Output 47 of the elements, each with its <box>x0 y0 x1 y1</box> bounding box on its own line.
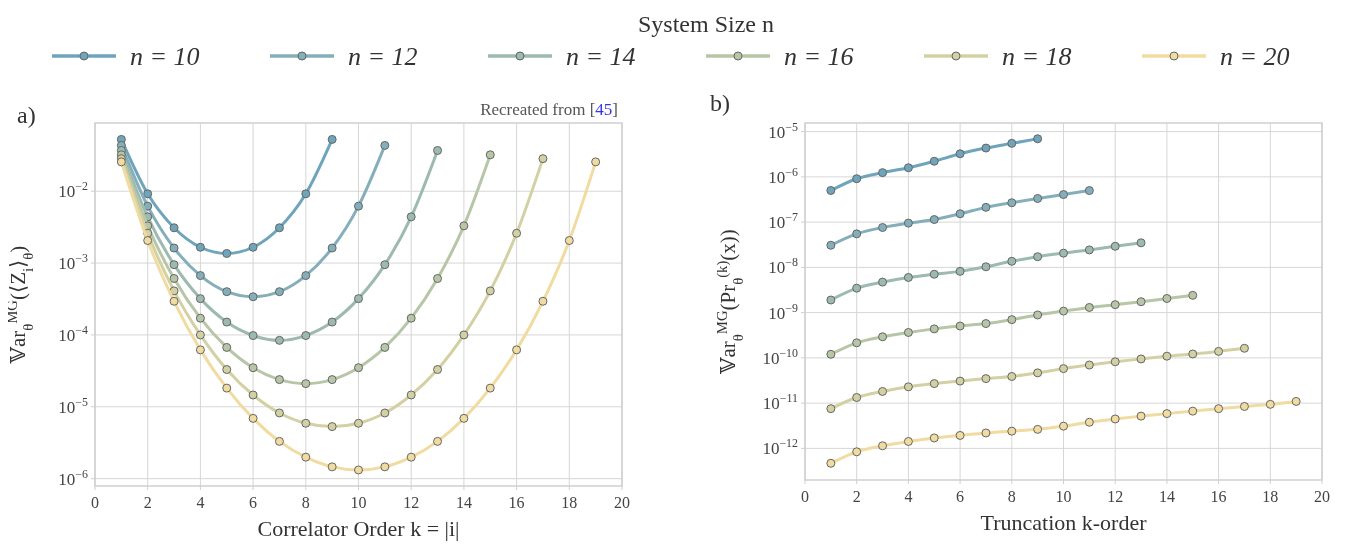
text: Recreated from [45] <box>480 100 618 119</box>
x-tick-label: 14 <box>455 494 472 511</box>
legend-label: n = 16 <box>784 42 854 71</box>
y-tick-label: 10$^{−2}$ <box>58 179 89 202</box>
x-tick-label: 18 <box>1262 488 1279 505</box>
legend-label: n = 12 <box>348 42 418 71</box>
x-tick-label: 16 <box>1210 488 1227 505</box>
x-tick-label: 18 <box>561 494 578 511</box>
x-axis-title: Correlator Order k = |i| <box>257 516 460 541</box>
legend-label: n = 18 <box>1002 42 1072 71</box>
x-tick-label: 2 <box>852 488 861 505</box>
x-tick-label: 12 <box>1107 488 1124 505</box>
x-tick-label: 8 <box>1007 488 1016 505</box>
x-tick-label: 12 <box>403 494 420 511</box>
y-tick-label: 10$^{−12}$ <box>762 436 799 459</box>
x-tick-label: 4 <box>196 494 205 511</box>
y-tick-label: 10$^{−7}$ <box>768 210 799 233</box>
legend-label: n = 14 <box>566 42 636 71</box>
chart-title: b) <box>710 90 730 116</box>
y-tick-label: 10$^{−5}$ <box>768 119 799 142</box>
x-tick-label: 16 <box>508 494 525 511</box>
legend-title: System Size n <box>638 11 774 37</box>
x-tick-label: 2 <box>143 494 152 511</box>
y-tick-label: 10$^{−8}$ <box>768 255 799 278</box>
chart-title: a) <box>17 102 36 128</box>
y-tick-label: 10$^{−9}$ <box>768 300 799 323</box>
x-tick-label: 10 <box>350 494 367 511</box>
x-tick-label: 6 <box>956 488 965 505</box>
legend-label: n = 20 <box>1220 42 1290 71</box>
y-tick-label: 10$^{−10}$ <box>762 345 799 368</box>
x-tick-label: 20 <box>1314 488 1330 505</box>
x-tick-label: 14 <box>1158 488 1175 505</box>
x-tick-label: 20 <box>614 494 630 511</box>
x-tick-label: 6 <box>249 494 258 511</box>
x-tick-label: 0 <box>91 494 99 511</box>
x-tick-label: 8 <box>301 494 310 511</box>
y-tick-label: 10$^{−5}$ <box>58 394 89 417</box>
y-tick-label: 10$^{−3}$ <box>58 251 89 274</box>
y-tick-label: 10$^{−6}$ <box>58 466 89 489</box>
x-tick-label: 4 <box>904 488 913 505</box>
y-tick-label: 10$^{−4}$ <box>58 322 89 345</box>
x-tick-label: 0 <box>801 488 809 505</box>
x-axis-title: Truncation k-order <box>980 510 1148 535</box>
y-tick-label: 10$^{−11}$ <box>762 391 799 414</box>
x-tick-label: 10 <box>1055 488 1072 505</box>
legend-label: n = 10 <box>130 42 200 71</box>
y-tick-label: 10$^{−6}$ <box>768 164 799 187</box>
